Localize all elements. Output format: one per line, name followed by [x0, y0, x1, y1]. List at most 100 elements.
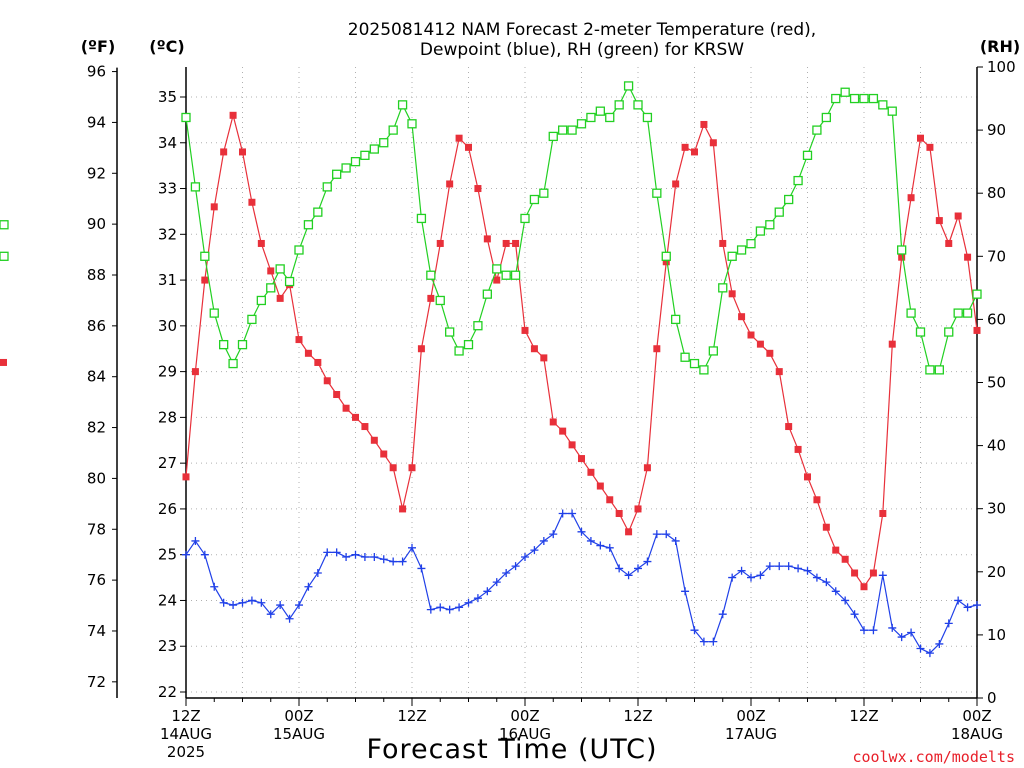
dewpoint-point	[191, 536, 200, 545]
rh-point	[689, 358, 700, 369]
temperature-point	[775, 368, 783, 376]
celsius-tick-label: 34	[158, 134, 177, 152]
rh-point	[595, 106, 605, 116]
rh-tick-label: 80	[987, 184, 1006, 202]
temperature-point	[399, 505, 407, 513]
temperature-point	[361, 423, 369, 431]
x-tick-time-label: 00Z	[736, 707, 765, 725]
rh-point	[840, 87, 850, 97]
celsius-tick-label: 33	[158, 180, 177, 198]
dewpoint-point	[408, 543, 416, 552]
temperature-point	[370, 436, 378, 444]
dewpoint-point	[502, 569, 511, 577]
dewpoint-point	[511, 562, 520, 571]
rh-point	[548, 131, 558, 142]
dewpoint-point	[756, 571, 765, 580]
axes	[112, 66, 983, 706]
temperature-point	[596, 482, 604, 490]
dewpoint-point	[765, 562, 774, 571]
temperature-point	[239, 148, 246, 156]
temperature-point	[634, 505, 642, 513]
rh-point	[322, 182, 332, 192]
x-tick-date-label: 16AUG	[499, 725, 551, 743]
dewpoint-point	[210, 582, 219, 591]
temperature-point	[945, 239, 953, 247]
dewpoint-point	[596, 541, 605, 550]
rh-point	[435, 295, 445, 306]
dewpoint-point	[812, 573, 821, 582]
celsius-unit-label: (ºC)	[149, 37, 184, 56]
rh-point	[190, 182, 201, 192]
dewpoint-point	[473, 594, 482, 603]
temperature-point	[785, 423, 793, 431]
fahrenheit-tick-label: 94	[87, 113, 106, 131]
rh-point	[181, 112, 191, 123]
temperature-point	[465, 143, 472, 151]
dewpoint-point	[389, 557, 398, 566]
dewpoint-point	[605, 543, 614, 552]
dewpoint-point	[426, 605, 435, 614]
temperature-point	[417, 345, 425, 353]
temperature-point	[653, 345, 661, 353]
rh-point	[972, 289, 982, 299]
dewpoint-point	[323, 548, 332, 557]
dewpoint-point	[615, 564, 624, 573]
dewpoint-point	[229, 601, 238, 610]
dewpoint-point	[539, 536, 548, 545]
rh-point	[680, 352, 690, 362]
temperature-point	[474, 185, 482, 193]
temperature-point	[822, 523, 830, 531]
temperature-point	[333, 391, 341, 398]
temperature-point	[248, 198, 256, 206]
temperature-point	[483, 235, 491, 243]
rh-point	[576, 119, 587, 129]
dewpoint-point	[276, 601, 285, 610]
rh-point	[944, 327, 954, 337]
temperature-point	[615, 510, 623, 517]
dewpoint-point	[370, 552, 379, 561]
rh-point	[360, 150, 370, 160]
dewpoint-point	[182, 550, 190, 559]
temperature-point	[549, 418, 557, 426]
dewpoint-point	[624, 571, 633, 580]
dewpoint-point	[944, 619, 953, 628]
fahrenheit-tick-label: 90	[87, 215, 106, 233]
fahrenheit-tick-label: 86	[87, 317, 106, 335]
temperature-point	[766, 349, 774, 357]
dewpoint-point	[586, 536, 595, 545]
rh-point	[228, 358, 238, 369]
dewpoint-point	[285, 614, 294, 623]
temperature-point	[276, 294, 284, 302]
rh-point	[953, 308, 963, 318]
rh-point	[623, 81, 634, 91]
grid-lines	[186, 67, 977, 698]
temperature-point	[0, 358, 7, 366]
rh-point	[284, 276, 295, 287]
temperature-point	[455, 134, 463, 142]
rh-tick-label: 0	[987, 689, 997, 707]
temperature-point	[625, 528, 633, 536]
temperature-point	[973, 326, 981, 334]
dewpoint-point	[671, 536, 680, 545]
temperature-point	[587, 468, 595, 476]
dewpoint-point	[681, 587, 690, 596]
rh-point	[699, 365, 709, 375]
dewpoint-point	[643, 557, 652, 566]
celsius-tick-label: 31	[158, 271, 177, 289]
rh-point	[0, 251, 9, 261]
rh-point	[661, 251, 671, 261]
dewpoint-point	[351, 550, 360, 559]
x-tick-date-label: 15AUG	[273, 725, 325, 743]
rh-point	[897, 245, 907, 255]
x-tick-time-label: 00Z	[510, 707, 539, 725]
temperature-point	[851, 569, 859, 577]
rh-point	[445, 327, 455, 337]
rh-point	[831, 93, 841, 104]
temperature-point	[907, 194, 915, 202]
temperature-point	[643, 464, 651, 472]
rh-point	[407, 119, 417, 129]
dewpoint-point	[822, 578, 831, 587]
rh-point	[492, 264, 502, 274]
dewpoint-point	[295, 601, 303, 610]
